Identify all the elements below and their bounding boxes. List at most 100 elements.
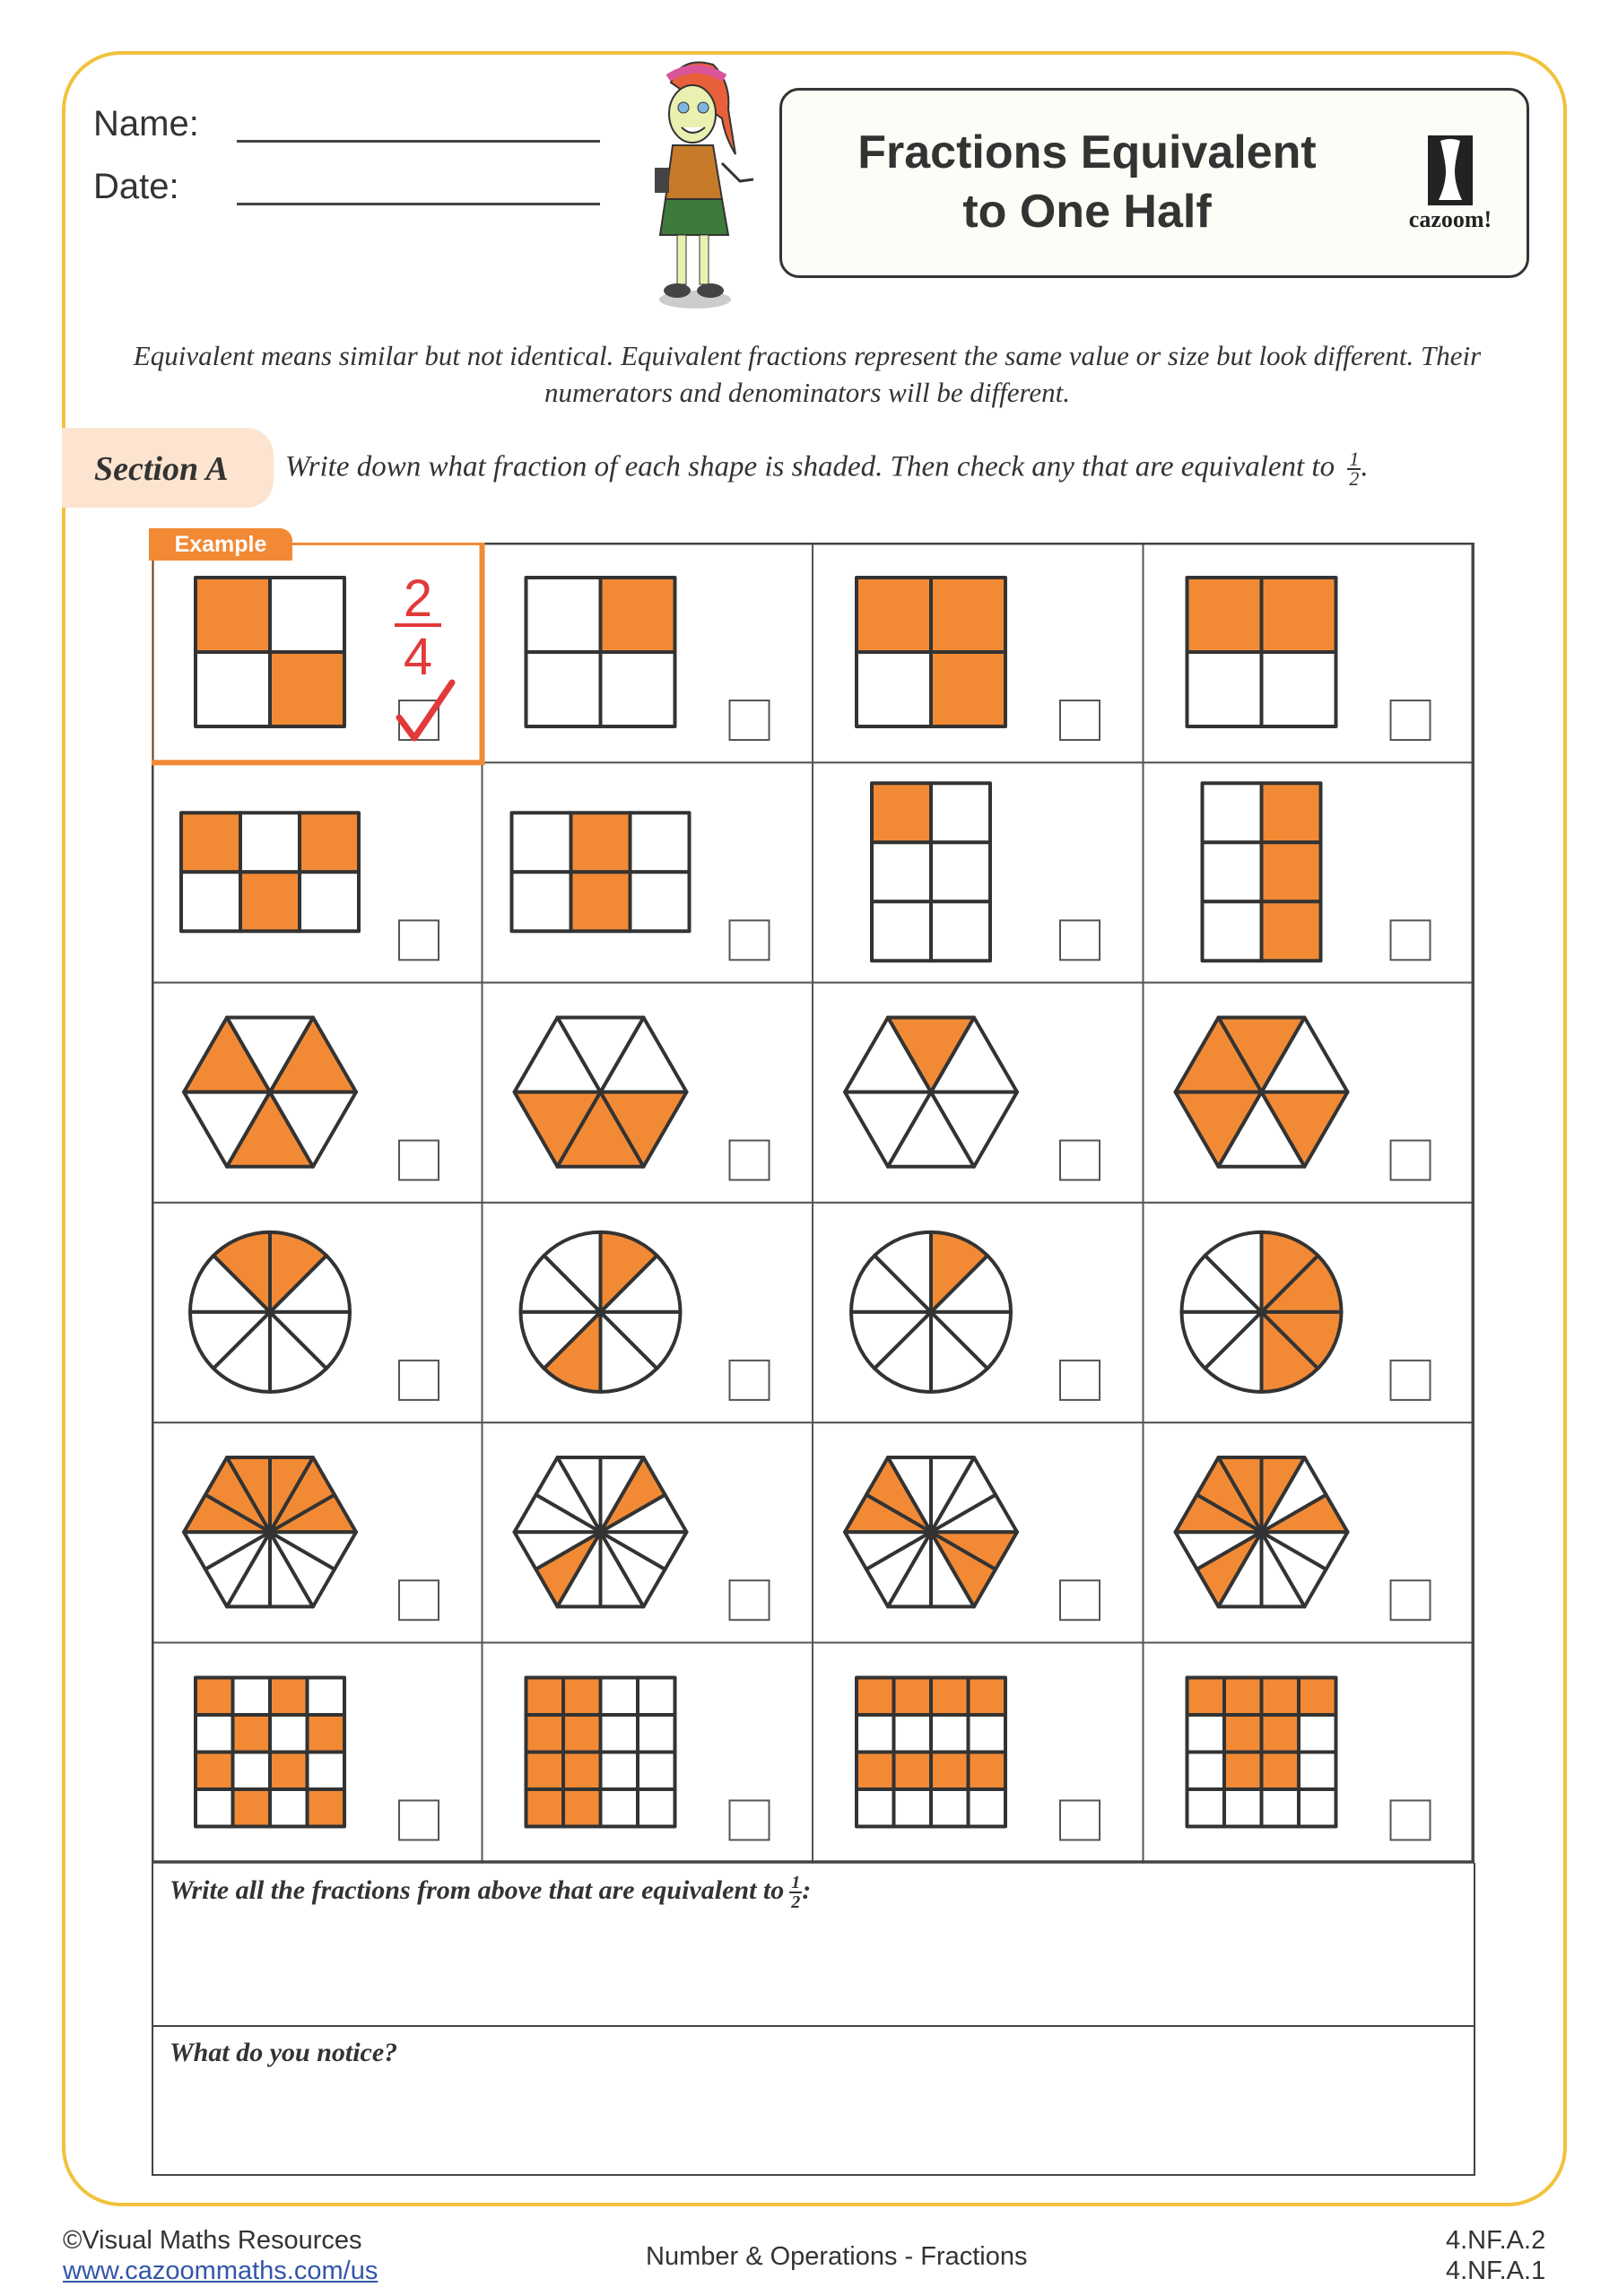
shape-part — [855, 1675, 896, 1717]
shape-part — [1297, 1713, 1338, 1754]
notice-answer-box[interactable]: What do you notice? — [152, 2025, 1475, 2176]
equivalent-checkbox[interactable] — [398, 1139, 439, 1181]
grid-shape — [509, 811, 692, 934]
shape-part — [194, 1675, 235, 1717]
equivalent-checkbox[interactable] — [1389, 1139, 1431, 1181]
shape-cell — [812, 543, 1144, 764]
equivalent-checkbox[interactable] — [728, 700, 770, 741]
shape-part — [179, 811, 242, 874]
shape-part — [598, 650, 677, 728]
equivalent-checkbox[interactable] — [728, 919, 770, 961]
equivalent-checkbox[interactable] — [1059, 1139, 1100, 1181]
fraction-numerator: 1 — [1347, 448, 1361, 470]
shape-part — [1185, 576, 1264, 654]
shape-part — [1297, 1675, 1338, 1717]
shape-part — [636, 1787, 677, 1829]
equivalent-checkbox[interactable] — [1389, 919, 1431, 961]
shape-part — [305, 1787, 346, 1829]
shape-part — [1259, 1750, 1300, 1791]
shape-part — [305, 1713, 346, 1754]
circle-shape — [1179, 1230, 1344, 1394]
shape-part — [929, 1090, 1019, 1169]
equivalent-checkbox[interactable] — [1389, 1359, 1431, 1401]
equivalent-checkbox[interactable] — [1059, 919, 1100, 961]
copyright: ©Visual Maths Resources — [63, 2226, 362, 2255]
shape-part — [870, 781, 933, 845]
shape-part — [561, 1750, 603, 1791]
equivalent-checkbox[interactable] — [728, 1359, 770, 1401]
shape-part — [598, 1675, 639, 1717]
shape-part — [231, 1787, 272, 1829]
equivalent-checkbox[interactable] — [728, 1139, 770, 1181]
grid-shape — [1185, 1675, 1338, 1829]
title-box: Fractions Equivalent to One Half cazoom! — [779, 88, 1529, 278]
equivalent-fractions-answer-box[interactable]: Write all the fractions from above that … — [152, 1863, 1475, 2027]
website-link[interactable]: www.cazoommaths.com/us — [63, 2257, 378, 2285]
shape-part — [569, 811, 632, 874]
shape-part — [1259, 1090, 1350, 1169]
shape-cell — [812, 1641, 1144, 1864]
date-field[interactable] — [237, 203, 600, 205]
equivalent-checkbox[interactable] — [728, 1799, 770, 1841]
shape-part — [561, 1675, 603, 1717]
shape-part — [636, 1750, 677, 1791]
shape-part — [855, 1750, 896, 1791]
shape-part — [929, 1309, 1013, 1370]
shape-part — [892, 1787, 933, 1829]
shape-part — [231, 1713, 272, 1754]
equivalent-checkbox[interactable] — [398, 1359, 439, 1401]
shape-part — [966, 1787, 1007, 1829]
shape-part — [929, 1675, 970, 1717]
equivalent-checkbox[interactable] — [1059, 700, 1100, 741]
shape-part — [598, 576, 677, 654]
shape-part — [1185, 650, 1264, 728]
equivalent-checkbox[interactable] — [1059, 1579, 1100, 1622]
shape-part — [1259, 650, 1338, 728]
equivalent-checkbox[interactable] — [1059, 1799, 1100, 1841]
shape-cell — [812, 761, 1144, 984]
cazoom-logo: cazoom! — [1392, 135, 1509, 233]
shape-part — [855, 576, 933, 654]
shape-part — [1259, 1675, 1300, 1717]
shape-part — [509, 811, 573, 874]
girl-mascot-illustration — [655, 61, 754, 309]
name-field[interactable] — [237, 140, 600, 143]
shape-part — [870, 840, 933, 904]
equivalent-checkbox[interactable] — [1389, 1579, 1431, 1622]
equivalent-checkbox[interactable] — [728, 1579, 770, 1622]
example-numerator: 2 — [404, 570, 432, 628]
shape-part — [268, 1090, 358, 1169]
shape-part — [598, 1750, 639, 1791]
instruction-text: Write down what fraction of each shape i… — [285, 450, 1335, 483]
shape-part — [1185, 1750, 1226, 1791]
shape-part — [569, 870, 632, 934]
equivalent-checkbox[interactable] — [398, 1579, 439, 1622]
shape-part — [268, 1530, 358, 1571]
shape-cell: 24 — [152, 543, 483, 764]
shape-part — [870, 900, 933, 963]
shape-part — [194, 1750, 235, 1791]
grid-shape — [855, 1675, 1007, 1829]
fraction-numerator: 1 — [789, 1873, 803, 1893]
shape-part — [1200, 900, 1264, 963]
shape-part — [966, 1675, 1007, 1717]
shape-part — [1259, 840, 1323, 904]
equivalent-checkbox[interactable] — [1389, 1799, 1431, 1841]
hexagon-shape — [182, 1456, 358, 1609]
shape-part — [628, 870, 692, 934]
shape-part — [892, 1675, 933, 1717]
shape-cell — [812, 1422, 1144, 1644]
shape-cell — [152, 1641, 483, 1864]
hexagon-shape — [1173, 1015, 1350, 1169]
section-instruction: Write down what fraction of each shape i… — [285, 448, 1369, 489]
equivalent-checkbox[interactable] — [1389, 700, 1431, 741]
equivalent-checkbox[interactable] — [398, 919, 439, 961]
title-line-2: to One Half — [962, 186, 1212, 238]
equivalent-checkbox[interactable] — [398, 1799, 439, 1841]
shape-part — [1200, 840, 1264, 904]
equivalent-checkbox[interactable] — [1059, 1359, 1100, 1401]
grid-shape — [194, 1675, 346, 1829]
shape-part — [1259, 576, 1338, 654]
question-2: What do you notice? — [170, 2038, 398, 2067]
